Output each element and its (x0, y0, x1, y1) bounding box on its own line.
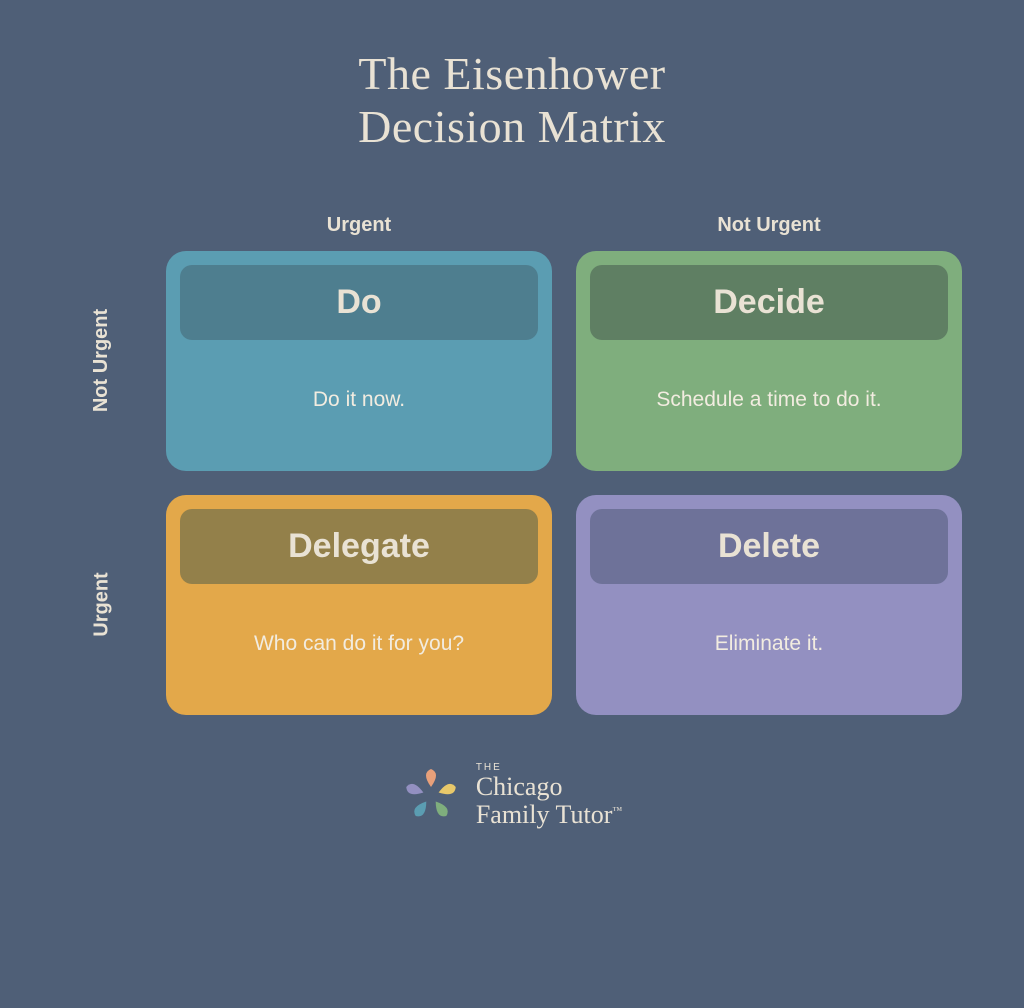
quadrant-do-body: Do it now. (180, 340, 538, 471)
quadrant-do-heading: Do (180, 265, 538, 340)
quadrant-delete-body: Eliminate it. (590, 584, 948, 715)
matrix: Urgent Not Urgent Not Urgent Do Do it no… (62, 214, 962, 715)
quadrant-do: Do Do it now. (166, 251, 552, 471)
matrix-grid: Not Urgent Do Do it now. Decide Schedule… (62, 251, 962, 715)
col-header-not-urgent: Not Urgent (576, 214, 962, 237)
title-line-1: The Eisenhower (358, 48, 666, 101)
quadrant-decide: Decide Schedule a time to do it. (576, 251, 962, 471)
col-header-urgent: Urgent (166, 214, 552, 237)
quadrant-delegate-body: Who can do it for you? (180, 584, 538, 715)
page-title: The Eisenhower Decision Matrix (358, 48, 666, 154)
logo-line-1: Chicago (476, 773, 622, 800)
quadrant-delete: Delete Eliminate it. (576, 495, 962, 715)
trademark: ™ (612, 805, 622, 816)
quadrant-decide-heading: Decide (590, 265, 948, 340)
footer-logo: THE Chicago Family Tutor™ (402, 763, 622, 828)
quadrant-delegate: Delegate Who can do it for you? (166, 495, 552, 715)
logo-line-2: Family Tutor™ (476, 801, 622, 828)
title-line-2: Decision Matrix (358, 101, 666, 154)
row-label-top: Not Urgent (62, 251, 142, 471)
quadrant-delete-heading: Delete (590, 509, 948, 584)
quadrant-decide-body: Schedule a time to do it. (590, 340, 948, 471)
column-headers: Urgent Not Urgent (62, 214, 962, 237)
row-label-bottom: Urgent (62, 495, 142, 715)
quadrant-delegate-heading: Delegate (180, 509, 538, 584)
logo-text: THE Chicago Family Tutor™ (476, 763, 622, 828)
logo-icon (402, 766, 460, 824)
